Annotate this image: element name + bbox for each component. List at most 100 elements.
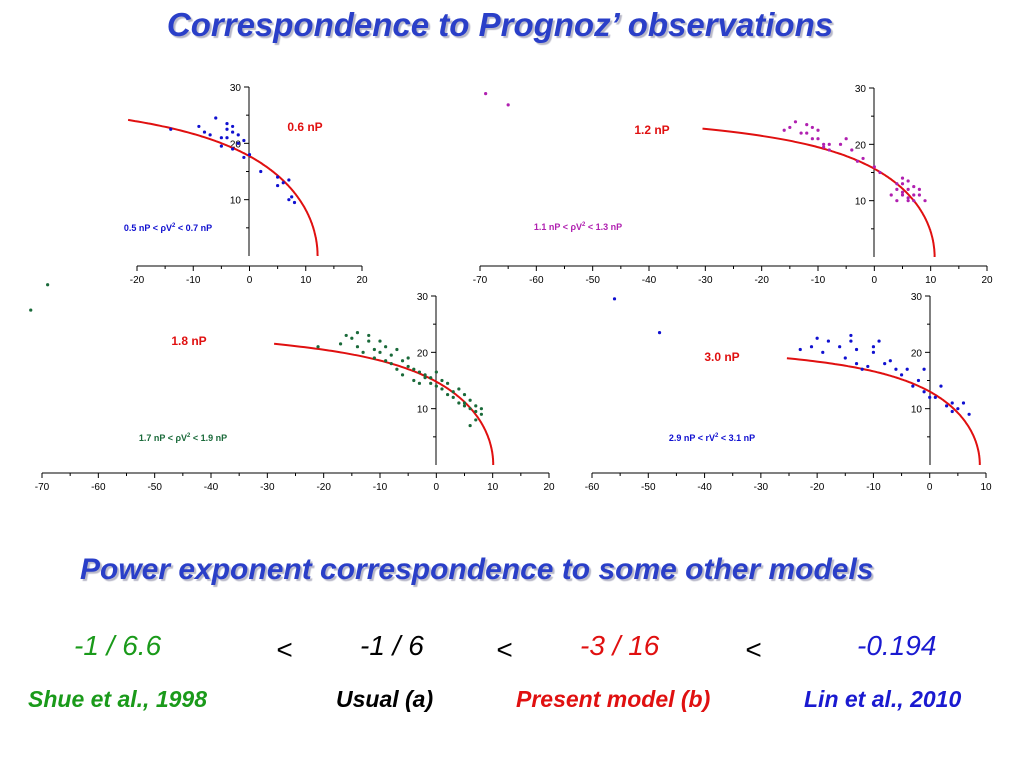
chart3-y-tick-label: 30 (417, 292, 429, 303)
ref-lin: Lin et al., 2010 (804, 686, 962, 712)
chart2-data-point (912, 184, 916, 189)
exponent-usual: -1 / 6 (360, 630, 424, 661)
chart1-data-point (208, 133, 212, 137)
chart2-data-point (484, 92, 488, 96)
chart1-x-tick-label: -20 (130, 275, 145, 286)
chart3-data-point (389, 362, 393, 366)
chart2-x-tick-label: 0 (872, 275, 878, 286)
exponent-shue: -1 / 6.6 (74, 630, 162, 661)
chart1-model-curve (127, 118, 319, 256)
chart2-data-point (912, 199, 916, 203)
chart3-data-point (412, 378, 416, 383)
chart3-data-point (440, 387, 444, 391)
chart1-data-point (242, 138, 246, 143)
chart4-data-point (888, 359, 892, 363)
chart1-data-point (231, 130, 235, 134)
chart3-data-point (468, 407, 472, 411)
chart2-data-point (906, 196, 910, 200)
chart3-data-point (451, 390, 455, 394)
chart3-data-point (434, 384, 438, 388)
chart2-data-point (810, 137, 814, 141)
chart2-data-point (900, 182, 905, 186)
chart4-data-point (849, 333, 853, 338)
chart3-data-point (355, 331, 360, 335)
chart3-range-label: 1.7 nP < ρV2 < 1.9 nP (139, 433, 227, 443)
chart1-data-point (292, 200, 297, 205)
chart3-data-point (474, 418, 478, 422)
chart3-data-point (457, 401, 461, 405)
chart4-data-point (961, 401, 966, 405)
chart2-data-point (805, 131, 809, 135)
chart4-y-tick-label: 10 (911, 405, 923, 416)
chart2-data-point (827, 148, 831, 152)
chart1-data-point (247, 153, 252, 157)
chart4-x-tick-label: 0 (927, 482, 933, 493)
chart2-data-point (788, 125, 792, 130)
chart2-y-tick-label: 30 (855, 84, 867, 95)
chart4-data-point (854, 362, 859, 366)
chart4-y-tick-label: 30 (911, 292, 923, 303)
chart3-data-point (412, 367, 416, 371)
chart3-data-point (474, 404, 478, 408)
chart2-pressure-label: 1.2 nP (634, 123, 669, 137)
chart3-data-point (468, 423, 472, 428)
chart2-range-label: 1.1 nP < ρV2 < 1.3 nP (534, 222, 622, 232)
chart3-data-point (417, 381, 422, 385)
chart2-data-point (900, 176, 905, 180)
chart2-data-point (782, 128, 786, 132)
chart1-data-point (281, 181, 285, 185)
chart1-data-point (236, 141, 240, 145)
chart1-data-point (276, 175, 280, 179)
chart2-data-point (889, 193, 893, 197)
chart1-data-point (169, 127, 173, 131)
chart2-data-point (895, 182, 899, 186)
chart3-data-point (338, 342, 343, 346)
chart3-y-tick-label: 20 (417, 348, 429, 359)
less-than-1: < (276, 634, 293, 665)
chart3-data-point (451, 395, 455, 399)
chart1-x-tick-label: 0 (247, 275, 253, 286)
chart2-x-tick-label: -60 (529, 275, 544, 286)
chart2-y-tick-label: 10 (855, 197, 867, 208)
chart1-y-tick-label: 10 (230, 196, 242, 207)
chart4-data-point (798, 347, 802, 352)
chart2-data-point (917, 187, 922, 191)
chart2-data-point (805, 123, 809, 127)
chart4-data-point (950, 409, 954, 414)
chart2-data-point (810, 125, 814, 130)
chart3-data-point (446, 381, 450, 385)
chart2-data-point (912, 193, 916, 197)
chart3-data-point (406, 356, 410, 360)
chart4-data-point (871, 350, 876, 354)
chart4-data-point (905, 367, 909, 371)
chart2-x-tick-label: 10 (925, 275, 937, 286)
chart3-data-point (344, 333, 348, 338)
chart2-data-point (816, 128, 820, 132)
chart3-data-point (378, 339, 382, 343)
chart4-model-curve (786, 357, 981, 465)
chart2-data-point (827, 142, 831, 146)
chart1-data-point (225, 122, 229, 126)
chart2-data-point (906, 187, 910, 191)
chart4-data-point (922, 390, 926, 394)
chart4-data-point (821, 350, 825, 354)
chart3-data-point (468, 398, 472, 402)
chart3-x-tick-label: 20 (543, 482, 555, 493)
chart4-data-point (849, 339, 853, 343)
ref-present: Present model (b) (516, 686, 711, 712)
chart4-x-tick-label: 10 (980, 482, 992, 493)
chart4-x-tick-label: -50 (641, 482, 656, 493)
chart3-data-point (440, 378, 444, 383)
chart1-data-point (236, 133, 240, 137)
chart1-data-point (214, 116, 218, 120)
chart4-pressure-label: 3.0 nP (704, 350, 739, 364)
chart3-data-point (46, 283, 50, 287)
chart4-x-tick-label: -40 (697, 482, 712, 493)
chart3-data-point (361, 350, 365, 354)
chart2-x-tick-label: -10 (811, 275, 826, 286)
chart3-data-point (367, 339, 371, 343)
chart4-x-tick-label: -60 (585, 482, 600, 493)
chart1-data-point (290, 195, 294, 199)
chart3-data-point (446, 392, 450, 397)
chart1-data-point (219, 144, 223, 148)
